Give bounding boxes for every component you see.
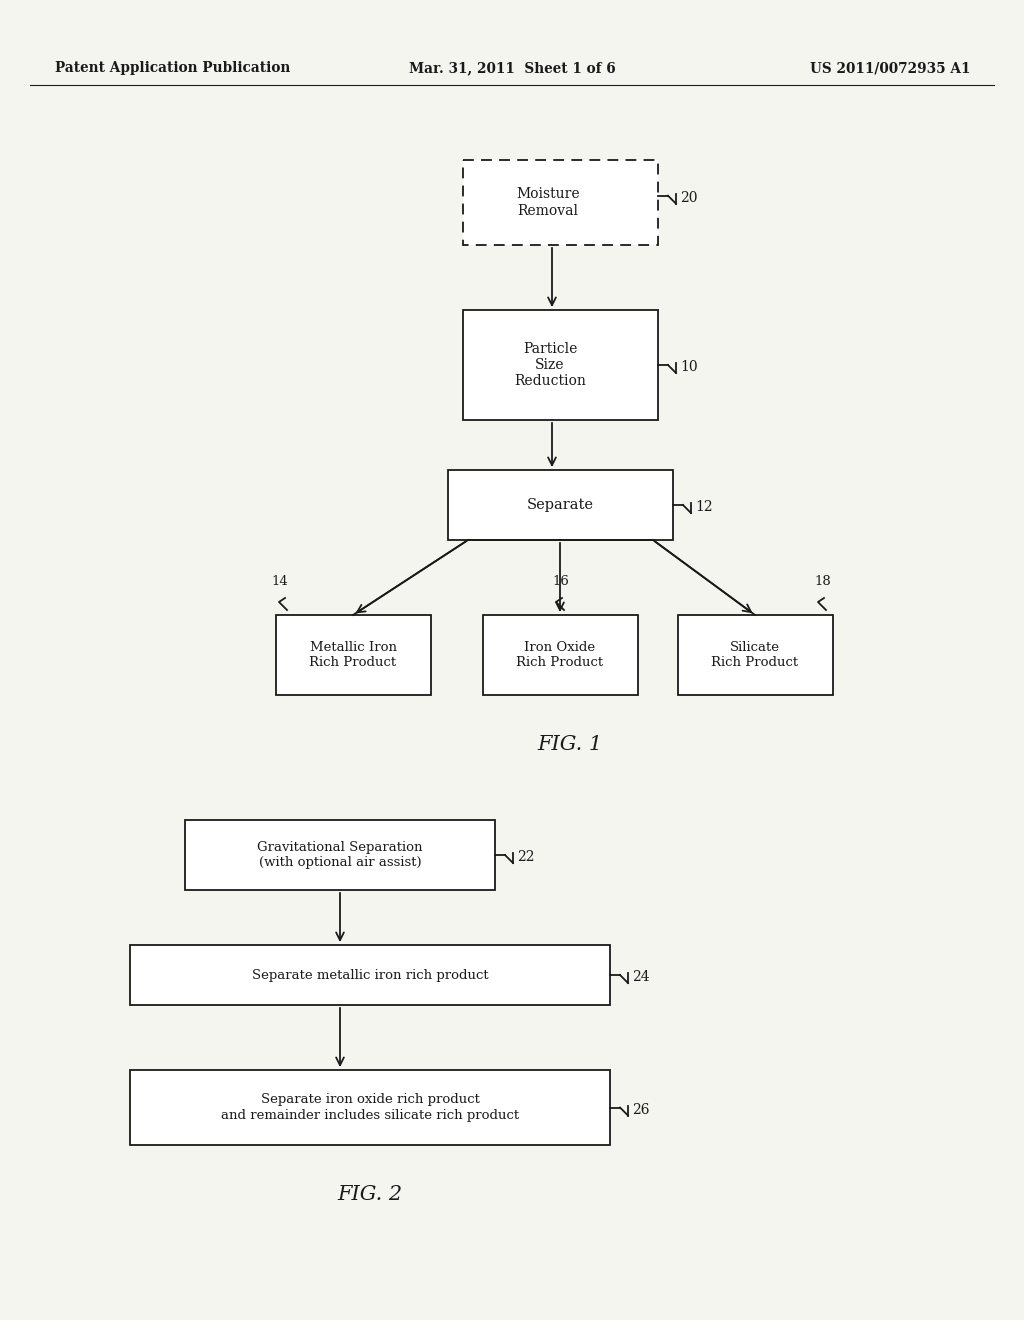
Bar bbox=[130, 1071, 610, 1144]
Text: FIG. 1: FIG. 1 bbox=[538, 735, 602, 755]
Text: 22: 22 bbox=[517, 850, 535, 865]
Text: Particle
Size
Reduction: Particle Size Reduction bbox=[514, 342, 586, 388]
Text: 14: 14 bbox=[271, 576, 288, 587]
Text: US 2011/0072935 A1: US 2011/0072935 A1 bbox=[810, 61, 970, 75]
Text: 26: 26 bbox=[632, 1102, 649, 1117]
Text: Separate iron oxide rich product
and remainder includes silicate rich product: Separate iron oxide rich product and rem… bbox=[221, 1093, 519, 1122]
Bar bbox=[130, 945, 610, 1005]
Text: Metallic Iron
Rich Product: Metallic Iron Rich Product bbox=[309, 642, 396, 669]
Text: Patent Application Publication: Patent Application Publication bbox=[55, 61, 291, 75]
Bar bbox=[449, 470, 673, 540]
Text: 10: 10 bbox=[680, 360, 697, 374]
Text: Mar. 31, 2011  Sheet 1 of 6: Mar. 31, 2011 Sheet 1 of 6 bbox=[409, 61, 615, 75]
Text: Silicate
Rich Product: Silicate Rich Product bbox=[712, 642, 799, 669]
Bar bbox=[678, 615, 833, 696]
Text: 12: 12 bbox=[695, 500, 713, 513]
Text: FIG. 2: FIG. 2 bbox=[338, 1185, 402, 1204]
Text: Iron Oxide
Rich Product: Iron Oxide Rich Product bbox=[516, 642, 603, 669]
Text: Moisture
Removal: Moisture Removal bbox=[516, 187, 580, 218]
Text: 24: 24 bbox=[632, 970, 649, 983]
Text: Separate: Separate bbox=[526, 498, 594, 512]
Text: Gravitational Separation
(with optional air assist): Gravitational Separation (with optional … bbox=[257, 841, 423, 869]
Bar bbox=[276, 615, 431, 696]
Text: 16: 16 bbox=[552, 576, 569, 587]
Text: 18: 18 bbox=[814, 576, 830, 587]
Text: Separate metallic iron rich product: Separate metallic iron rich product bbox=[252, 969, 488, 982]
Bar bbox=[463, 310, 658, 420]
Bar bbox=[185, 820, 495, 890]
Bar bbox=[463, 160, 658, 246]
Bar bbox=[483, 615, 638, 696]
Text: 20: 20 bbox=[680, 190, 697, 205]
